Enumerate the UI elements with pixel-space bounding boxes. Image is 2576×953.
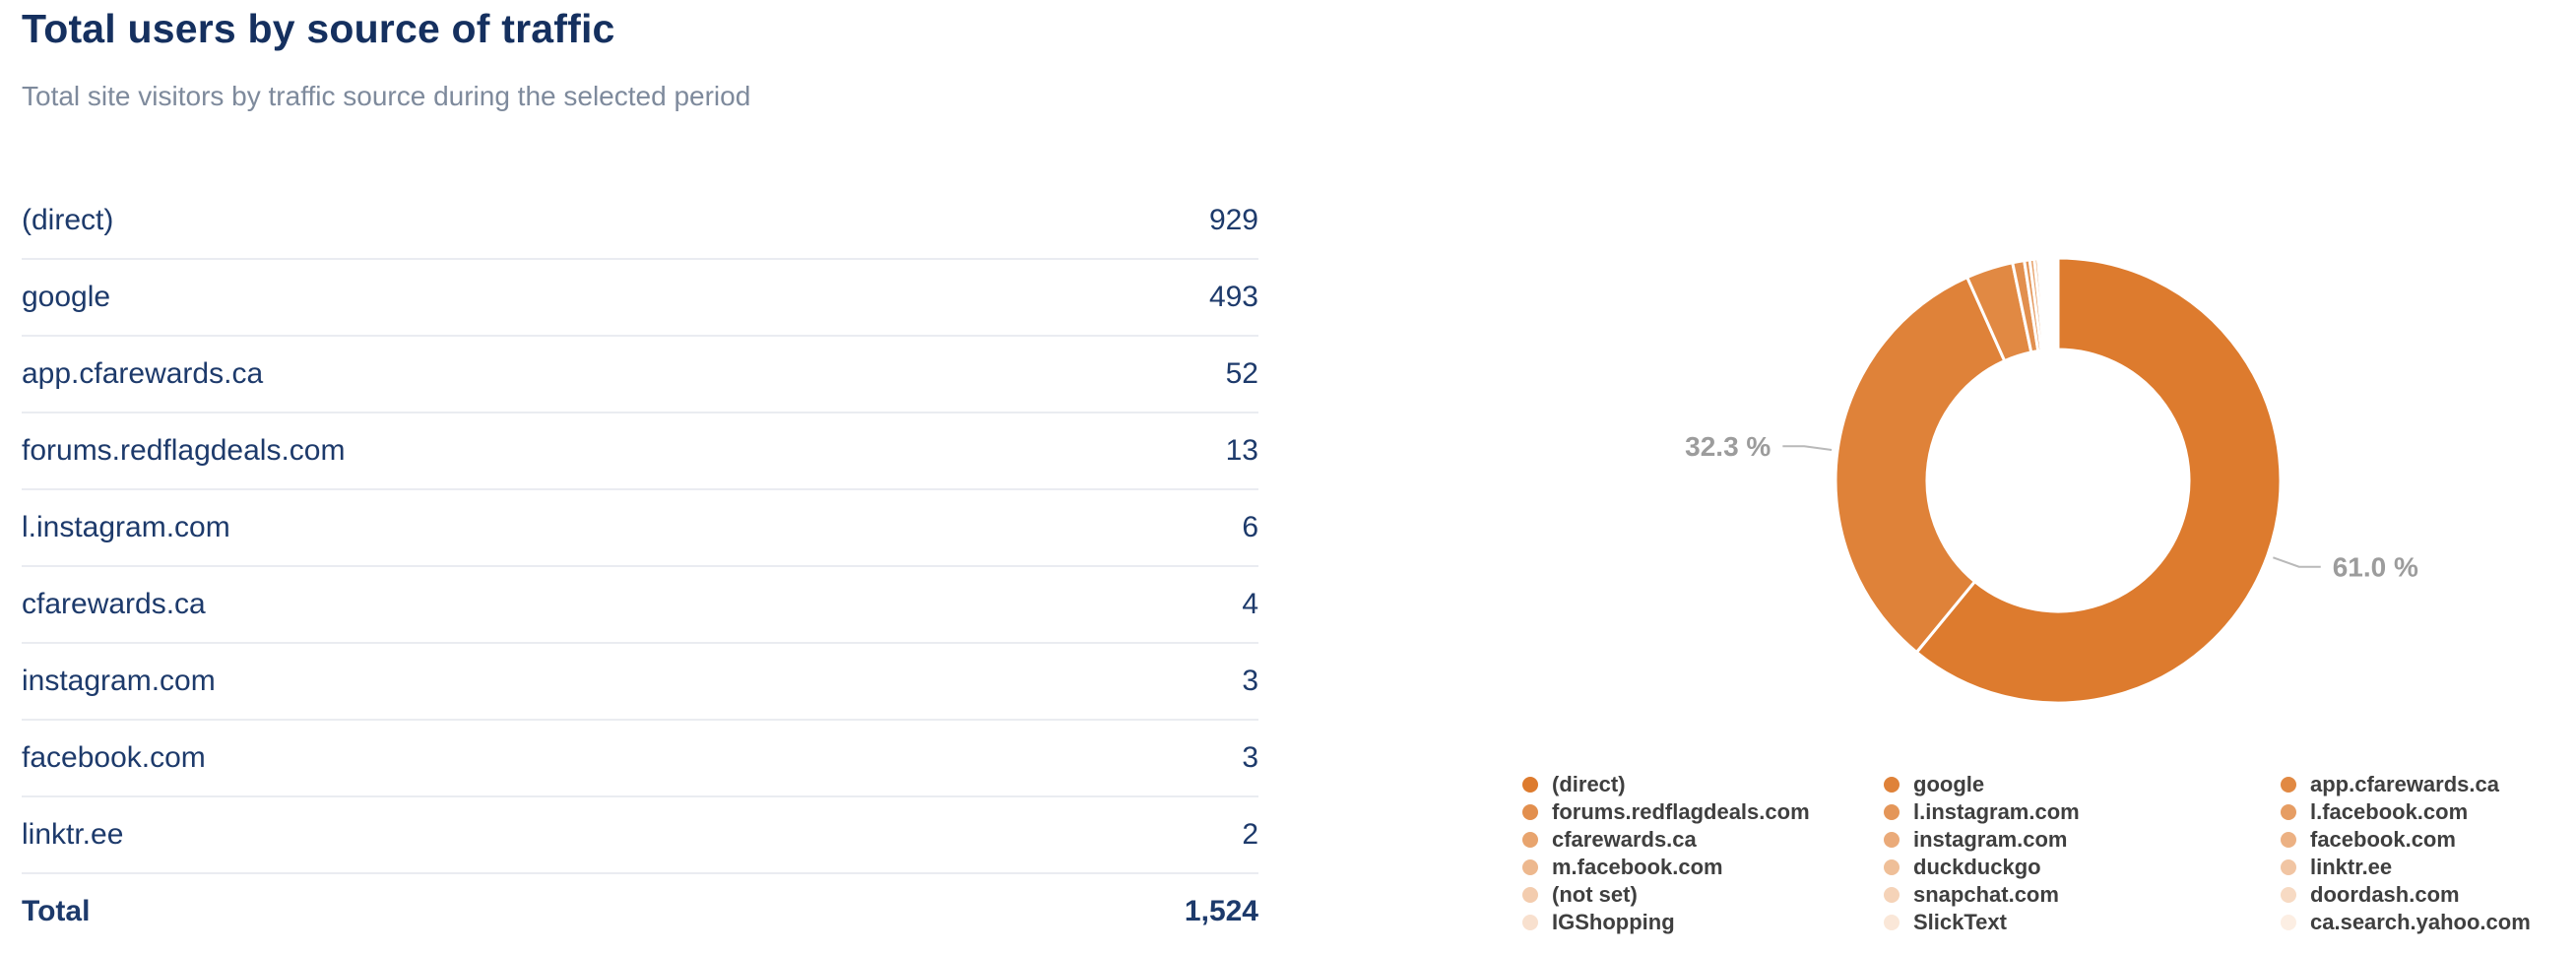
legend-color-dot: [1522, 887, 1538, 903]
source-value: 4: [1242, 588, 1258, 620]
legend-item[interactable]: (not set): [1522, 881, 1884, 909]
legend-color-dot: [2281, 777, 2296, 793]
donut-slice-ca.search.yahoo.com: [2055, 256, 2060, 351]
percent-label: 32.3 %: [1685, 431, 1771, 462]
legend-color-dot: [1522, 915, 1538, 930]
source-label: linktr.ee: [22, 818, 124, 851]
widget-subtitle: Total site visitors by traffic source du…: [22, 81, 751, 111]
table-row: facebook.com 3: [22, 721, 1258, 797]
traffic-sources-table: (direct) 929 google 493 app.cfarewards.ca 52 f…: [22, 183, 1258, 949]
legend-color-dot: [1522, 859, 1538, 875]
legend-label: IGShopping: [1552, 910, 1675, 934]
source-value: 2: [1242, 818, 1258, 851]
source-value: 3: [1242, 665, 1258, 697]
percent-label-line: [2273, 556, 2321, 568]
legend-label: linktr.ee: [2310, 855, 2393, 879]
widget-title: Total users by source of traffic: [22, 6, 615, 51]
donut-slice-(direct): [1914, 256, 2283, 705]
table-row: instagram.com 3: [22, 644, 1258, 721]
legend-color-dot: [1884, 859, 1900, 875]
legend-item[interactable]: google: [1884, 771, 2281, 798]
legend-label: duckduckgo: [1913, 855, 2041, 879]
source-value: 52: [1225, 357, 1258, 390]
source-label: cfarewards.ca: [22, 588, 206, 620]
source-value: 3: [1242, 741, 1258, 774]
source-label: (direct): [22, 204, 114, 236]
chart-legend: (direct) google app.cfarewards.ca forums.re…: [1522, 771, 2531, 936]
legend-label: l.facebook.com: [2310, 799, 2469, 824]
legend-item[interactable]: app.cfarewards.ca: [2281, 771, 2531, 798]
table-total-row: Total 1,524: [22, 874, 1258, 949]
source-label: l.instagram.com: [22, 511, 230, 543]
table-rows: (direct) 929 google 493 app.cfarewards.ca 52 f…: [22, 183, 1258, 874]
legend-label: doordash.com: [2310, 882, 2460, 907]
legend-item[interactable]: linktr.ee: [2281, 854, 2531, 881]
legend-item[interactable]: cfarewards.ca: [1522, 826, 1884, 854]
table-row: l.instagram.com 6: [22, 490, 1258, 567]
legend-item[interactable]: m.facebook.com: [1522, 854, 1884, 881]
legend-label: SlickText: [1913, 910, 2007, 934]
legend-item[interactable]: (direct): [1522, 771, 1884, 798]
legend-label: (direct): [1552, 772, 1626, 796]
legend-item[interactable]: doordash.com: [2281, 881, 2531, 909]
legend-label: l.instagram.com: [1913, 799, 2080, 824]
legend-color-dot: [2281, 915, 2296, 930]
table-row: linktr.ee 2: [22, 797, 1258, 874]
donut-slice-google: [1834, 276, 2007, 655]
legend-label: ca.search.yahoo.com: [2310, 910, 2531, 934]
legend-label: cfarewards.ca: [1552, 827, 1697, 852]
legend-item[interactable]: l.facebook.com: [2281, 798, 2531, 826]
source-value: 929: [1208, 204, 1258, 236]
legend-label: instagram.com: [1913, 827, 2068, 852]
table-row: app.cfarewards.ca 52: [22, 337, 1258, 413]
total-label: Total: [22, 895, 91, 927]
percent-label-line: [1782, 445, 1833, 451]
percent-label: 61.0 %: [2333, 552, 2418, 583]
legend-label: (not set): [1552, 882, 1638, 907]
legend-label: forums.redflagdeals.com: [1552, 799, 1810, 824]
legend-item[interactable]: forums.redflagdeals.com: [1522, 798, 1884, 826]
legend-color-dot: [1884, 804, 1900, 820]
legend-item[interactable]: l.instagram.com: [1884, 798, 2281, 826]
source-label: google: [22, 281, 111, 313]
legend-item[interactable]: instagram.com: [1884, 826, 2281, 854]
legend-color-dot: [1522, 777, 1538, 793]
legend-color-dot: [1884, 777, 1900, 793]
legend-item[interactable]: SlickText: [1884, 909, 2281, 936]
legend-label: google: [1913, 772, 1985, 796]
legend-label: snapchat.com: [1913, 882, 2059, 907]
legend-item[interactable]: snapchat.com: [1884, 881, 2281, 909]
legend-color-dot: [2281, 859, 2296, 875]
legend-color-dot: [1884, 887, 1900, 903]
source-label: app.cfarewards.ca: [22, 357, 264, 390]
legend-color-dot: [1522, 832, 1538, 848]
legend-item[interactable]: ca.search.yahoo.com: [2281, 909, 2531, 936]
legend-color-dot: [1522, 804, 1538, 820]
legend-color-dot: [1884, 915, 1900, 930]
legend-label: facebook.com: [2310, 827, 2456, 852]
source-value: 13: [1225, 434, 1258, 467]
legend-item[interactable]: facebook.com: [2281, 826, 2531, 854]
legend-color-dot: [1884, 832, 1900, 848]
table-row: cfarewards.ca 4: [22, 567, 1258, 644]
legend-label: app.cfarewards.ca: [2310, 772, 2499, 796]
legend-color-dot: [2281, 804, 2296, 820]
source-label: instagram.com: [22, 665, 216, 697]
legend-color-dot: [2281, 832, 2296, 848]
source-value: 6: [1242, 511, 1258, 543]
table-row: forums.redflagdeals.com 13: [22, 413, 1258, 490]
source-label: forums.redflagdeals.com: [22, 434, 346, 467]
legend-label: m.facebook.com: [1552, 855, 1723, 879]
table-row: google 493: [22, 260, 1258, 337]
legend-item[interactable]: duckduckgo: [1884, 854, 2281, 881]
table-row: (direct) 929: [22, 183, 1258, 260]
legend-item[interactable]: IGShopping: [1522, 909, 1884, 936]
source-value: 493: [1208, 281, 1258, 313]
total-value: 1,524: [1184, 895, 1258, 927]
source-label: facebook.com: [22, 741, 206, 774]
legend-color-dot: [2281, 887, 2296, 903]
